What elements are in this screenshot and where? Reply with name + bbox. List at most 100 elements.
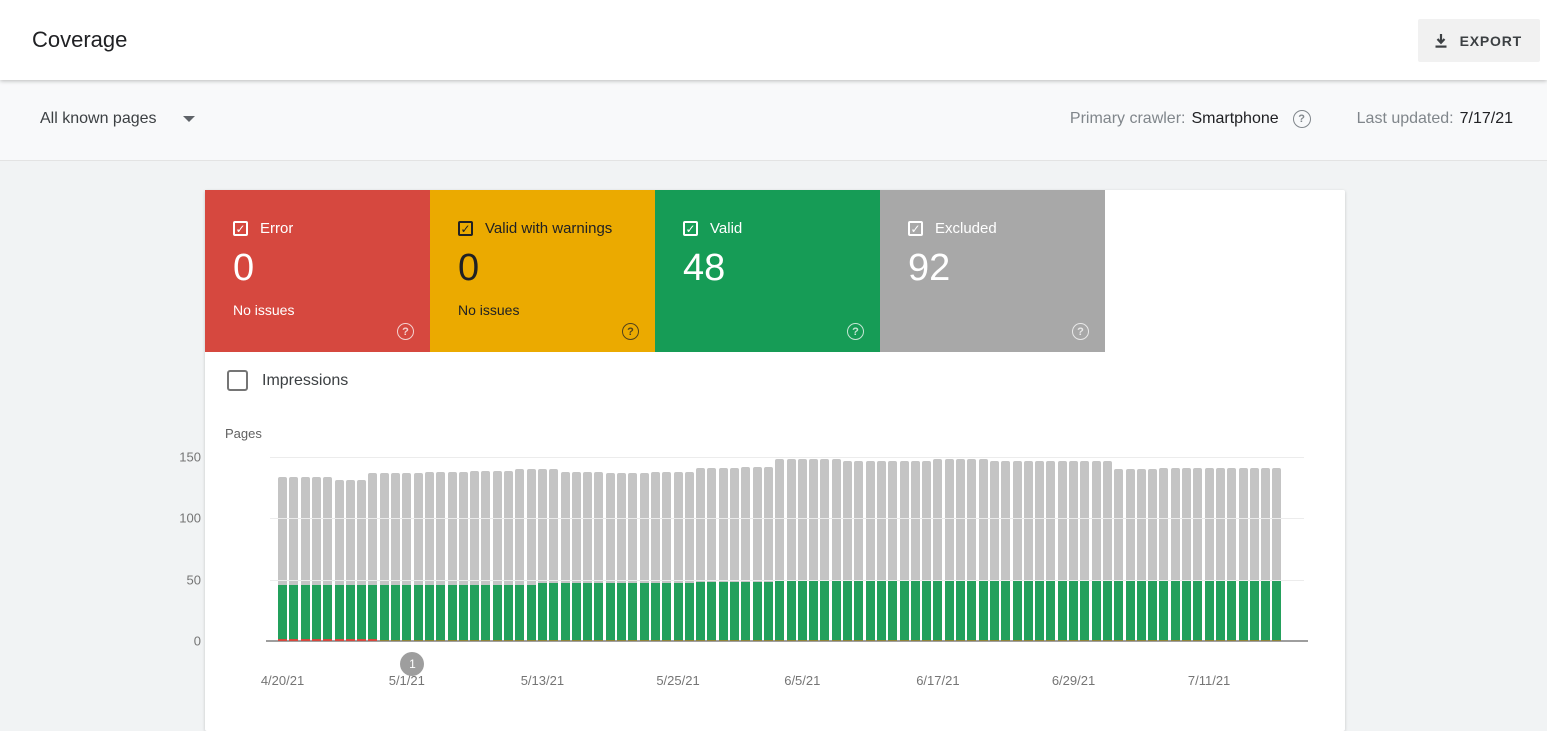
chart-bar[interactable]	[1193, 468, 1203, 641]
chart-bar[interactable]	[594, 471, 604, 641]
chart-bar[interactable]	[809, 459, 819, 641]
chart-bar[interactable]	[424, 471, 434, 641]
chart-bar[interactable]	[357, 480, 367, 641]
chart-bar[interactable]	[1091, 460, 1101, 641]
impressions-checkbox[interactable]	[227, 370, 248, 391]
chart-bar[interactable]	[1069, 460, 1078, 641]
chart-bar[interactable]	[741, 466, 751, 641]
chart-bar[interactable]	[673, 471, 683, 641]
chart-bar[interactable]	[549, 469, 559, 641]
chart-bar[interactable]	[831, 459, 841, 641]
valid-checkbox[interactable]: ✓	[683, 221, 698, 236]
chart-bar[interactable]	[1080, 460, 1090, 641]
chart-bar[interactable]	[888, 460, 898, 641]
chart-bar[interactable]	[481, 470, 491, 641]
chart-bar[interactable]	[1170, 468, 1180, 641]
chart-bar[interactable]	[1272, 468, 1282, 641]
chart-bar[interactable]	[504, 470, 513, 641]
chart-bar[interactable]	[470, 470, 480, 641]
chart-bar[interactable]	[967, 459, 977, 641]
chart-bar[interactable]	[605, 472, 615, 641]
status-card-valid-with-warnings[interactable]: ✓ Valid with warnings 0 No issues ?	[430, 190, 655, 352]
chart-bar[interactable]	[571, 471, 581, 641]
chart-bar[interactable]	[639, 472, 649, 641]
chart-bar[interactable]	[910, 460, 920, 641]
chart-bar[interactable]	[1046, 460, 1056, 641]
chart-bar[interactable]	[978, 459, 988, 641]
impressions-toggle[interactable]: Impressions	[227, 370, 348, 391]
export-button[interactable]: EXPORT	[1417, 19, 1540, 62]
chart-bar[interactable]	[1215, 468, 1225, 641]
chart-bar[interactable]	[956, 459, 965, 641]
chart-bar[interactable]	[1238, 468, 1248, 641]
chart-bar[interactable]	[583, 471, 593, 641]
chart-bar[interactable]	[696, 468, 706, 641]
chart-bar[interactable]	[1057, 460, 1067, 641]
chart-bar[interactable]	[786, 459, 796, 641]
chart-bar[interactable]	[820, 459, 830, 641]
chart-bar[interactable]	[1035, 460, 1045, 641]
chart-bar[interactable]	[334, 480, 344, 641]
chart-bar[interactable]	[311, 476, 321, 641]
chart-bar[interactable]	[989, 460, 999, 641]
scope-selector[interactable]: All known pages	[40, 110, 195, 128]
chart-bar[interactable]	[1114, 469, 1124, 641]
status-card-excluded[interactable]: ✓ Excluded 92 ?	[880, 190, 1105, 352]
chart-bar[interactable]	[436, 471, 446, 641]
chart-bar[interactable]	[718, 468, 728, 641]
chart-bar[interactable]	[345, 480, 355, 641]
chart-bar[interactable]	[1204, 468, 1214, 641]
chart-bar[interactable]	[922, 460, 932, 641]
chart-bar[interactable]	[1159, 468, 1169, 641]
chart-bar[interactable]	[1227, 468, 1237, 641]
annotation-marker[interactable]: 1	[400, 652, 425, 676]
chart-bar[interactable]	[391, 472, 400, 641]
help-circle-icon[interactable]: ?	[1292, 110, 1311, 128]
chart-bar[interactable]	[1261, 468, 1271, 641]
chart-bar[interactable]	[617, 472, 626, 641]
chart-bar[interactable]	[1012, 460, 1022, 641]
chart-bar[interactable]	[1182, 468, 1191, 641]
chart-bar[interactable]	[854, 460, 864, 641]
chart-bar[interactable]	[1001, 460, 1011, 641]
chart-bar[interactable]	[944, 459, 954, 641]
chart-bar[interactable]	[1249, 468, 1259, 641]
chart-bar[interactable]	[526, 469, 536, 641]
chart-bar[interactable]	[752, 466, 762, 641]
chart-bar[interactable]	[368, 472, 378, 641]
chart-bar[interactable]	[797, 459, 807, 641]
chart-bar[interactable]	[1125, 469, 1135, 641]
chart-bar[interactable]	[289, 476, 299, 641]
help-circle-icon[interactable]: ?	[1072, 323, 1089, 340]
chart-bar[interactable]	[684, 471, 694, 641]
chart-bar[interactable]	[447, 471, 457, 641]
chart-bar[interactable]	[560, 471, 570, 641]
chart-bar[interactable]	[1148, 469, 1158, 641]
chart-bar[interactable]	[876, 460, 886, 641]
help-circle-icon[interactable]: ?	[397, 323, 414, 340]
chart-bar[interactable]	[492, 470, 502, 641]
warnings-checkbox[interactable]: ✓	[458, 221, 473, 236]
chart-bar[interactable]	[458, 471, 468, 641]
status-card-valid[interactable]: ✓ Valid 48 ?	[655, 190, 880, 352]
chart-bar[interactable]	[402, 472, 412, 641]
help-circle-icon[interactable]: ?	[847, 323, 864, 340]
chart-bar[interactable]	[300, 476, 310, 641]
chart-bar[interactable]	[628, 472, 638, 641]
chart-bar[interactable]	[707, 468, 717, 641]
chart-bar[interactable]	[537, 469, 547, 641]
chart-bar[interactable]	[763, 466, 773, 641]
chart-bar[interactable]	[379, 472, 389, 641]
chart-bar[interactable]	[278, 476, 287, 641]
chart-bar[interactable]	[662, 471, 672, 641]
chart-bar[interactable]	[1136, 469, 1146, 641]
chart-bar[interactable]	[323, 476, 333, 641]
status-card-error[interactable]: ✓ Error 0 No issues ?	[205, 190, 430, 352]
excluded-checkbox[interactable]: ✓	[908, 221, 923, 236]
error-checkbox[interactable]: ✓	[233, 221, 248, 236]
chart-bar[interactable]	[515, 469, 525, 641]
chart-bar[interactable]	[865, 460, 875, 641]
chart-bar[interactable]	[730, 468, 739, 641]
chart-bar[interactable]	[1023, 460, 1033, 641]
chart-bar[interactable]	[650, 471, 660, 641]
